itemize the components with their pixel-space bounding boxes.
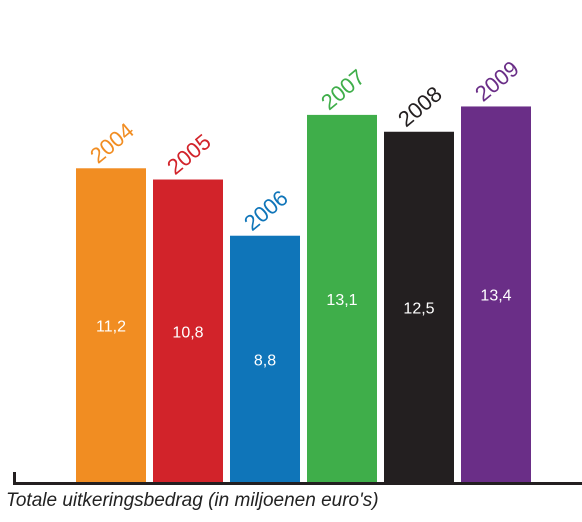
bar-2008 [384, 131, 454, 483]
value-label-2006: 8,8 [254, 352, 276, 369]
x-axis-baseline [13, 472, 582, 485]
bar-2005 [153, 179, 223, 483]
value-labels-group: 11,2 10,8 8,8 13,1 12,5 13,4 [96, 288, 512, 370]
bar-2006 [230, 235, 300, 483]
category-label-2009: 2009 [470, 56, 524, 107]
category-label-2004: 2004 [85, 118, 139, 169]
value-label-2005: 10,8 [172, 324, 203, 341]
category-label-2005: 2005 [162, 129, 216, 180]
category-label-2008: 2008 [393, 81, 447, 132]
category-labels-group: 2004 2005 2006 2007 2008 2009 [85, 56, 524, 236]
value-label-2004: 11,2 [96, 319, 126, 336]
chart-caption: Totale uitkeringsbedrag (in miljoenen eu… [6, 490, 379, 511]
bar-2009 [461, 106, 531, 484]
value-label-2008: 12,5 [403, 300, 434, 317]
value-label-2007: 13,1 [326, 292, 357, 309]
bar-2007 [307, 114, 377, 483]
bars-group [76, 106, 531, 484]
value-label-2009: 13,4 [480, 288, 511, 305]
bar-2004 [76, 168, 146, 483]
category-label-2006: 2006 [239, 185, 293, 236]
category-label-2007: 2007 [316, 64, 370, 115]
